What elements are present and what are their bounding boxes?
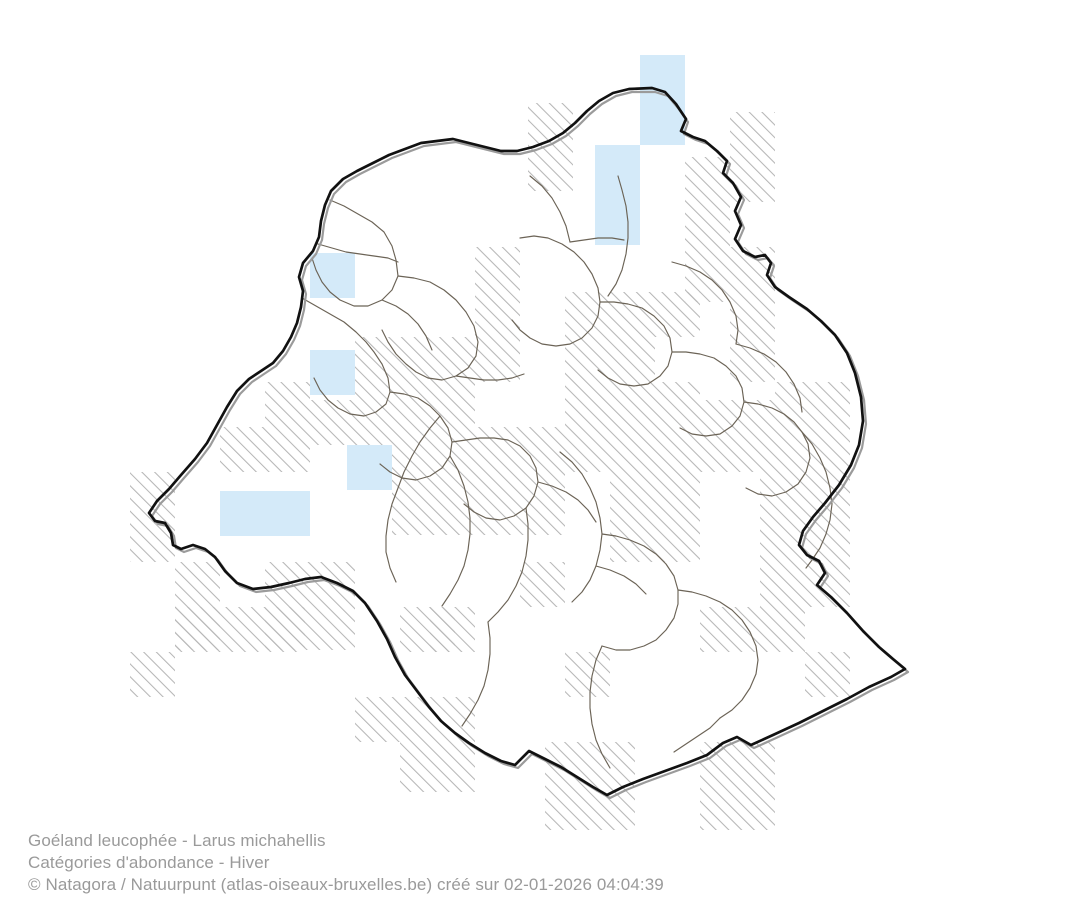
- no-data-grid-layer: [130, 103, 850, 830]
- no-data-cell: [265, 427, 310, 472]
- map-canvas: [130, 55, 910, 830]
- abundance-cell: [595, 145, 640, 245]
- no-data-cell: [520, 562, 565, 607]
- no-data-cell: [610, 472, 655, 562]
- abundance-cell: [310, 253, 355, 298]
- no-data-cell: [655, 292, 700, 337]
- abundance-cell: [220, 491, 310, 536]
- no-data-cell: [565, 652, 610, 697]
- commune-boundaries: [301, 175, 833, 769]
- no-data-cell: [565, 382, 655, 472]
- no-data-cell: [655, 382, 700, 472]
- no-data-cell: [265, 382, 310, 427]
- no-data-cell: [355, 697, 400, 742]
- no-data-cell: [220, 427, 265, 472]
- map-caption: Goéland leucophée - Larus michahellis Ca…: [28, 830, 1048, 896]
- no-data-cell: [475, 292, 520, 337]
- abundance-grid-layer: [220, 55, 685, 536]
- no-data-cell: [392, 445, 475, 535]
- no-data-cell: [685, 157, 730, 302]
- abundance-cell: [310, 350, 355, 395]
- caption-credit: © Natagora / Natuurpunt (atlas-oiseaux-b…: [28, 875, 664, 894]
- no-data-cell: [475, 337, 520, 382]
- no-data-cell: [475, 427, 565, 535]
- region-outline: [147, 86, 907, 797]
- no-data-cell: [430, 607, 475, 652]
- no-data-cell: [655, 472, 700, 562]
- no-data-cell: [355, 337, 475, 445]
- no-data-cell: [175, 607, 305, 652]
- caption-subtitle: Catégories d'abondance - Hiver: [28, 853, 270, 872]
- no-data-cell: [775, 382, 850, 472]
- no-data-cell: [400, 697, 475, 792]
- no-data-cell: [700, 742, 775, 830]
- caption-species: Goéland leucophée - Larus michahellis: [28, 831, 326, 850]
- no-data-cell: [130, 652, 175, 697]
- abundance-cell: [640, 55, 685, 145]
- no-data-cell: [700, 607, 760, 652]
- distribution-map-figure: [130, 55, 910, 830]
- no-data-cell: [475, 247, 520, 292]
- no-data-cell: [760, 607, 805, 652]
- no-data-cell: [310, 400, 355, 445]
- no-data-cell: [805, 652, 850, 697]
- no-data-cell: [565, 292, 655, 382]
- no-data-cell: [700, 400, 775, 472]
